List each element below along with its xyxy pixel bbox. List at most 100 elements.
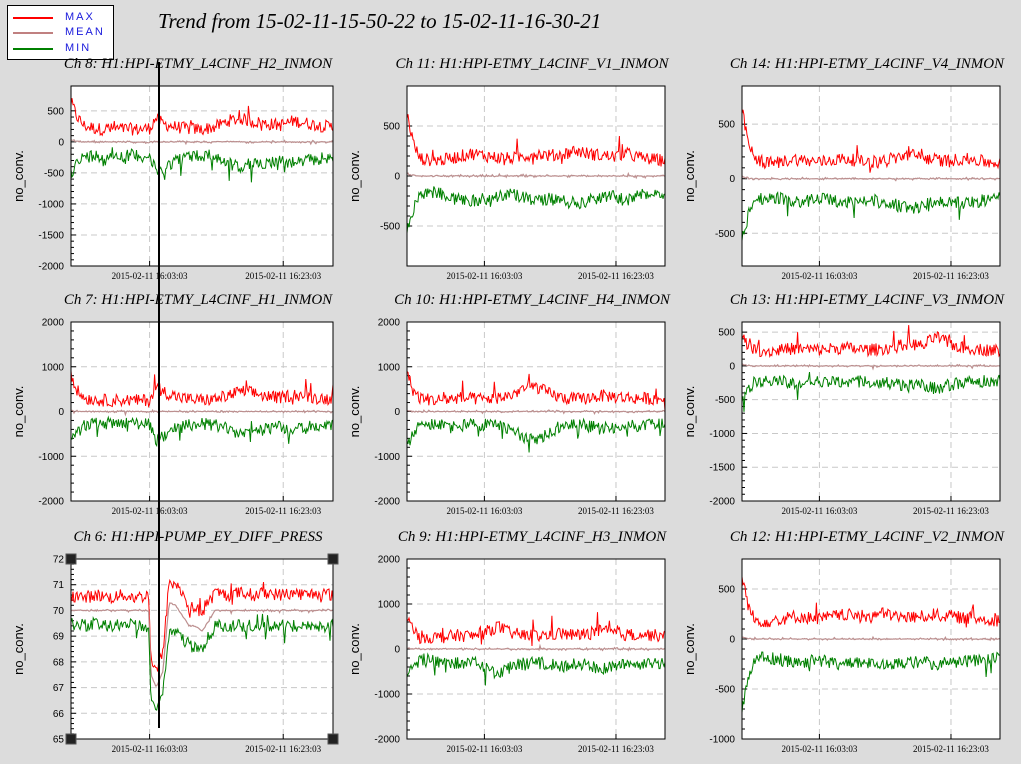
y-tick-label: 66 [53, 709, 65, 720]
y-tick-label: 0 [58, 137, 64, 148]
plot-frame [406, 321, 666, 502]
y-tick-label: -1500 [709, 463, 735, 474]
legend: MAX MEAN MIN [7, 5, 114, 60]
chart-title: Ch 7: H1:HPI-ETMY_L4CINF_H1_INMON [64, 292, 333, 308]
selection-handle[interactable] [65, 733, 77, 745]
x-tick-label: 2015-02-11 16:03:03 [781, 271, 857, 281]
y-tick-label: 0 [729, 635, 735, 646]
chart-panel-8: -2000 -1000 0 1000 2000 2015-02-11 16:03:03 20… [347, 529, 667, 754]
y-axis-label: no_conv. [347, 386, 362, 438]
series-min-line [70, 147, 334, 183]
plot-area [71, 86, 333, 266]
y-tick-label: 1000 [378, 600, 401, 611]
x-tick-label: 2015-02-11 16:03:03 [781, 744, 857, 754]
plot-frame [741, 321, 1001, 502]
series-min-line [70, 415, 334, 448]
series-max-line [70, 370, 334, 409]
series-mean-line [406, 171, 666, 180]
y-tick-label: 70 [53, 606, 65, 617]
y-axis-label: no_conv. [682, 386, 697, 438]
y-tick-label: -500 [44, 168, 64, 179]
plot-area [742, 86, 1000, 266]
series-min-line [741, 651, 1001, 713]
chart-panel-5: -2000 -1000 0 1000 2000 2015-02-11 16:03:03 20… [347, 292, 671, 516]
chart-panel-3: -500 0 500 2015-02-11 16:03:03 2015-02-11 16… [682, 56, 1005, 281]
x-tick-label: 2015-02-11 16:23:03 [913, 744, 989, 754]
y-tick-label: 0 [729, 174, 735, 185]
x-tick-label: 2015-02-11 16:03:03 [446, 271, 522, 281]
selection-handle[interactable] [327, 733, 339, 745]
series-mean-line [70, 602, 334, 687]
x-tick-label: 2015-02-11 16:23:03 [245, 744, 321, 754]
legend-label-mean: MEAN [65, 26, 105, 38]
y-tick-label: -2000 [38, 262, 64, 273]
y-tick-label: 500 [718, 328, 735, 339]
legend-item-min [13, 42, 53, 56]
chart-title: Ch 9: H1:HPI-ETMY_L4CINF_H3_INMON [398, 529, 667, 545]
chart-title: Ch 12: H1:HPI-ETMY_L4CINF_V2_INMON [730, 529, 1005, 545]
chart-panel-7: 65 66 67 68 69 70 71 72 2015-02-11 16:03:03 2015-… [11, 529, 339, 754]
y-tick-label: -500 [715, 395, 735, 406]
chart-panel-1: -2000 -1500 -1000 -500 0 500 2015-02-11 16:03:… [11, 56, 334, 281]
plot-frame [741, 558, 1001, 740]
legend-swatch-min [13, 48, 53, 50]
y-tick-label: 0 [394, 645, 400, 656]
y-tick-label: -2000 [374, 497, 400, 508]
x-tick-label: 2015-02-11 16:23:03 [245, 506, 321, 516]
series-max-line [741, 576, 1001, 628]
series-mean-line [70, 408, 334, 417]
plot-frame [70, 321, 334, 502]
plot-frame [741, 85, 1001, 267]
y-tick-label: -1000 [38, 452, 64, 463]
y-axis-label: no_conv. [682, 623, 697, 675]
series-max-line [741, 109, 1001, 173]
legend-label-min: MIN [65, 42, 92, 54]
y-tick-label: 2000 [378, 318, 401, 329]
y-axis-label: no_conv. [11, 386, 26, 438]
selection-handle[interactable] [65, 553, 77, 565]
y-tick-label: 500 [718, 120, 735, 131]
y-tick-label: 1000 [42, 362, 65, 373]
series-max-line [406, 612, 666, 647]
y-tick-label: 500 [47, 106, 64, 117]
x-tick-label: 2015-02-11 16:03:03 [781, 506, 857, 516]
y-tick-label: -2000 [709, 497, 735, 508]
y-axis-label: no_conv. [347, 623, 362, 675]
y-tick-label: 0 [394, 172, 400, 183]
y-tick-label: -1500 [38, 230, 64, 241]
series-max-line [741, 325, 1001, 359]
series-mean-line [406, 409, 666, 415]
legend-swatch-mean [13, 32, 53, 34]
series-mean-line [406, 643, 665, 652]
y-axis-label: no_conv. [347, 150, 362, 202]
chart-panel-4: -2000 -1000 0 1000 2000 2015-02-11 16:03:03 20… [11, 292, 334, 516]
y-axis-label: no_conv. [11, 623, 26, 675]
series-min-line [741, 372, 1001, 412]
y-tick-label: 0 [729, 361, 735, 372]
x-tick-label: 2015-02-11 16:23:03 [578, 271, 654, 281]
y-tick-label: 2000 [378, 555, 401, 566]
series-max-line [406, 371, 666, 411]
y-tick-label: 71 [53, 580, 65, 591]
series-min-line [741, 191, 1001, 241]
selection-handle[interactable] [327, 553, 339, 565]
y-tick-label: -1000 [709, 429, 735, 440]
x-tick-label: 2015-02-11 16:23:03 [578, 744, 654, 754]
x-tick-label: 2015-02-11 16:23:03 [913, 271, 989, 281]
x-tick-label: 2015-02-11 16:23:03 [913, 506, 989, 516]
y-tick-label: -500 [380, 222, 400, 233]
chart-panel-9: -1000 -500 0 500 2015-02-11 16:03:03 2015-02-… [682, 529, 1005, 754]
chart-title: Ch 11: H1:HPI-ETMY_L4CINF_V1_INMON [395, 56, 669, 72]
legend-item-max [13, 11, 53, 25]
y-axis-label: no_conv. [682, 150, 697, 202]
y-tick-label: -1000 [374, 452, 400, 463]
x-tick-label: 2015-02-11 16:03:03 [112, 744, 188, 754]
series-max-line [70, 578, 334, 672]
y-tick-label: 500 [383, 122, 400, 133]
x-tick-label: 2015-02-11 16:23:03 [578, 506, 654, 516]
y-tick-label: -500 [715, 229, 735, 240]
y-axis-label: no_conv. [11, 150, 26, 202]
plot-frame [70, 558, 334, 740]
x-tick-label: 2015-02-11 16:23:03 [245, 271, 321, 281]
